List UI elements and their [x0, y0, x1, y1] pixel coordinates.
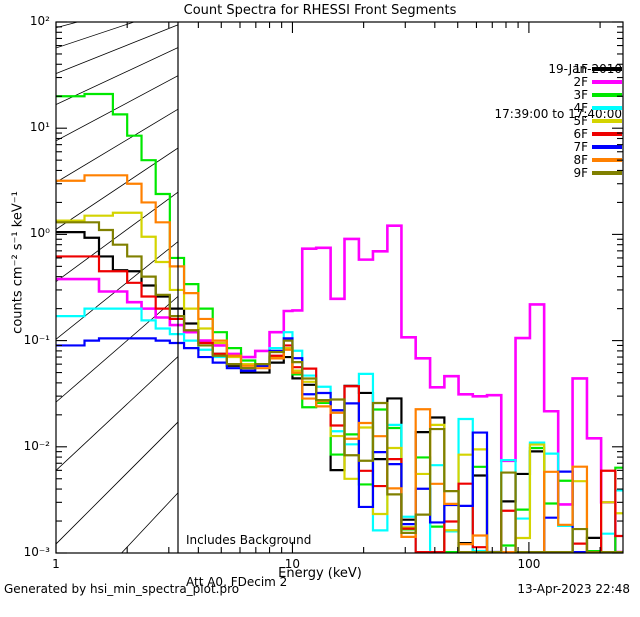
spectra-line-4f — [56, 307, 623, 553]
legend-color-swatch — [592, 105, 622, 110]
page-title: Count Spectra for RHESSI Front Segments — [183, 3, 457, 18]
legend-label: 8F — [573, 152, 588, 167]
legend-item-7f: 7F — [573, 139, 622, 154]
spectra-line-8f — [56, 174, 623, 553]
legend-color-swatch — [592, 92, 622, 97]
legend-label: 5F — [573, 113, 588, 128]
legend-color-swatch — [592, 144, 622, 149]
y-tick-label: 10⁰ — [29, 226, 50, 241]
legend-item-2f: 2F — [573, 74, 622, 89]
spectra-line-9f — [56, 221, 623, 553]
y-tick-label: 10⁻² — [23, 438, 50, 453]
legend-color-swatch — [592, 170, 622, 175]
legend-color-swatch — [592, 79, 622, 84]
y-axis-label: counts cm⁻² s⁻¹ keV⁻¹ — [10, 191, 26, 334]
plot-annotation: Includes Background Att A0, FDecim 2 — [186, 505, 311, 617]
spectra-curves — [56, 92, 623, 553]
y-tick-label: 10⁻¹ — [23, 332, 50, 347]
legend-color-swatch — [592, 118, 622, 123]
plot-frame — [55, 21, 624, 554]
observation-date: 19-Jan-2010 — [548, 62, 622, 76]
legend: 1F 2F 3F 4F 5F 6F 7F 8F 9F — [573, 61, 622, 180]
legend-item-5f: 5F — [573, 113, 622, 128]
spectra-line-6f — [56, 255, 623, 553]
legend-label: 4F — [573, 100, 588, 115]
legend-item-4f: 4F — [573, 100, 622, 115]
observation-time-range: 17:39:00 to 17:40:00 — [494, 107, 622, 121]
y-tick-label: 10⁻³ — [23, 545, 50, 559]
spectra-chart — [55, 21, 624, 554]
legend-item-8f: 8F — [573, 152, 622, 167]
legend-label: 6F — [573, 126, 588, 141]
legend-label: 2F — [573, 74, 588, 89]
spectra-line-2f — [56, 224, 623, 553]
legend-label: 9F — [573, 165, 588, 180]
annotation-line-1: Includes Background — [186, 533, 312, 547]
legend-item-1f: 1F — [573, 61, 622, 76]
y-tick-label: 10² — [29, 14, 50, 28]
legend-color-swatch — [592, 157, 622, 162]
plot-page: Count Spectra for RHESSI Front Segments … — [4, 3, 630, 596]
legend-label: 3F — [573, 87, 588, 102]
footer-timestamp: 13-Apr-2023 22:48 — [517, 582, 630, 596]
x-tick-label: 100 — [517, 557, 541, 571]
spectra-line-1f — [56, 231, 623, 553]
x-tick-label: 1 — [52, 557, 60, 571]
footer-generator: Generated by hsi_min_spectra_plot.pro — [4, 582, 240, 596]
y-tick-label: 10¹ — [29, 120, 50, 135]
legend-color-swatch — [592, 131, 622, 136]
x-tick-label: 10 — [284, 557, 301, 571]
legend-item-3f: 3F — [573, 87, 622, 102]
annotation-line-2: Att A0, FDecim 2 — [186, 575, 288, 589]
spectra-line-3f — [56, 92, 623, 553]
legend-color-swatch — [592, 66, 622, 71]
observation-date-block: 19-Jan-2010 17:39:00 to 17:40:00 — [495, 32, 622, 152]
legend-item-9f: 9F — [573, 165, 622, 180]
legend-item-6f: 6F — [573, 126, 622, 141]
x-axis-label: Energy (keV) — [278, 566, 362, 581]
axis-ticks — [55, 21, 623, 554]
legend-label: 1F — [573, 61, 588, 76]
legend-label: 7F — [573, 139, 588, 154]
